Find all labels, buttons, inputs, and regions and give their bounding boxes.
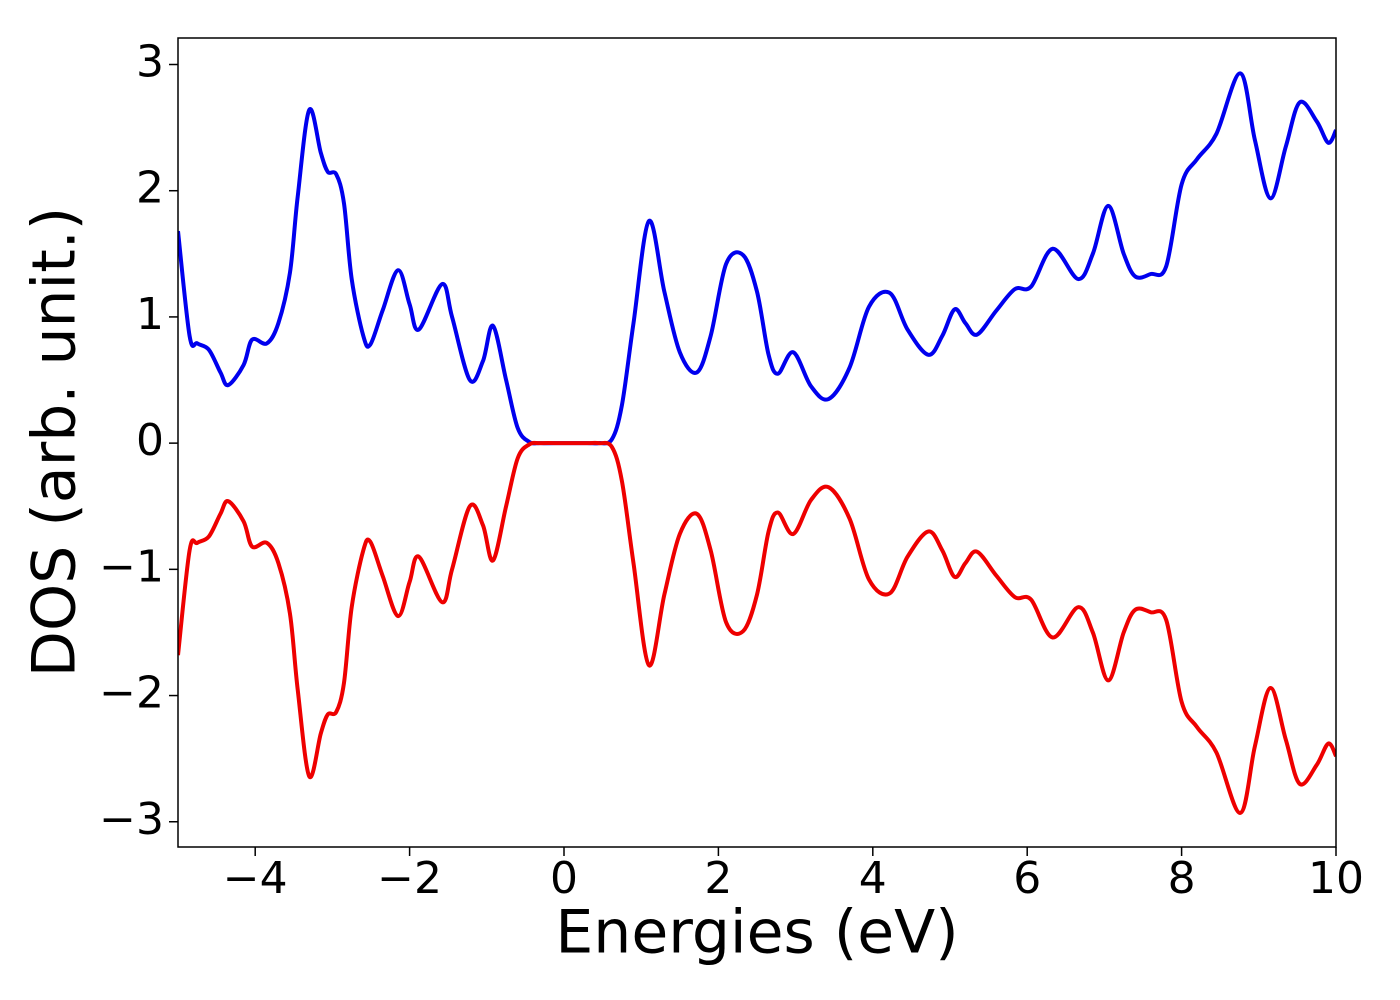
y-tick-label: −3 bbox=[99, 794, 164, 845]
y-tick-label: 0 bbox=[136, 415, 164, 466]
y-axis-label: DOS (arb. unit.) bbox=[20, 207, 90, 677]
series-line bbox=[178, 440, 1336, 815]
y-tick-label: 2 bbox=[136, 163, 164, 214]
x-tick-label: −2 bbox=[377, 853, 442, 904]
series-line bbox=[178, 71, 1336, 446]
x-tick-label: 10 bbox=[1308, 853, 1364, 904]
x-tick-label: 4 bbox=[859, 853, 887, 904]
x-axis-label: Energies (eV) bbox=[555, 898, 958, 968]
y-tick-label: 3 bbox=[136, 37, 164, 88]
y-tick-label: −2 bbox=[99, 668, 164, 719]
x-tick-label: −4 bbox=[223, 853, 288, 904]
y-tick-label: −1 bbox=[99, 541, 164, 592]
y-tick-label: 1 bbox=[136, 289, 164, 340]
x-tick-label: 6 bbox=[1013, 853, 1041, 904]
plot-frame bbox=[177, 37, 1337, 848]
x-tick-label: 8 bbox=[1168, 853, 1196, 904]
x-tick-label: 0 bbox=[550, 853, 578, 904]
x-tick-label: 2 bbox=[704, 853, 732, 904]
